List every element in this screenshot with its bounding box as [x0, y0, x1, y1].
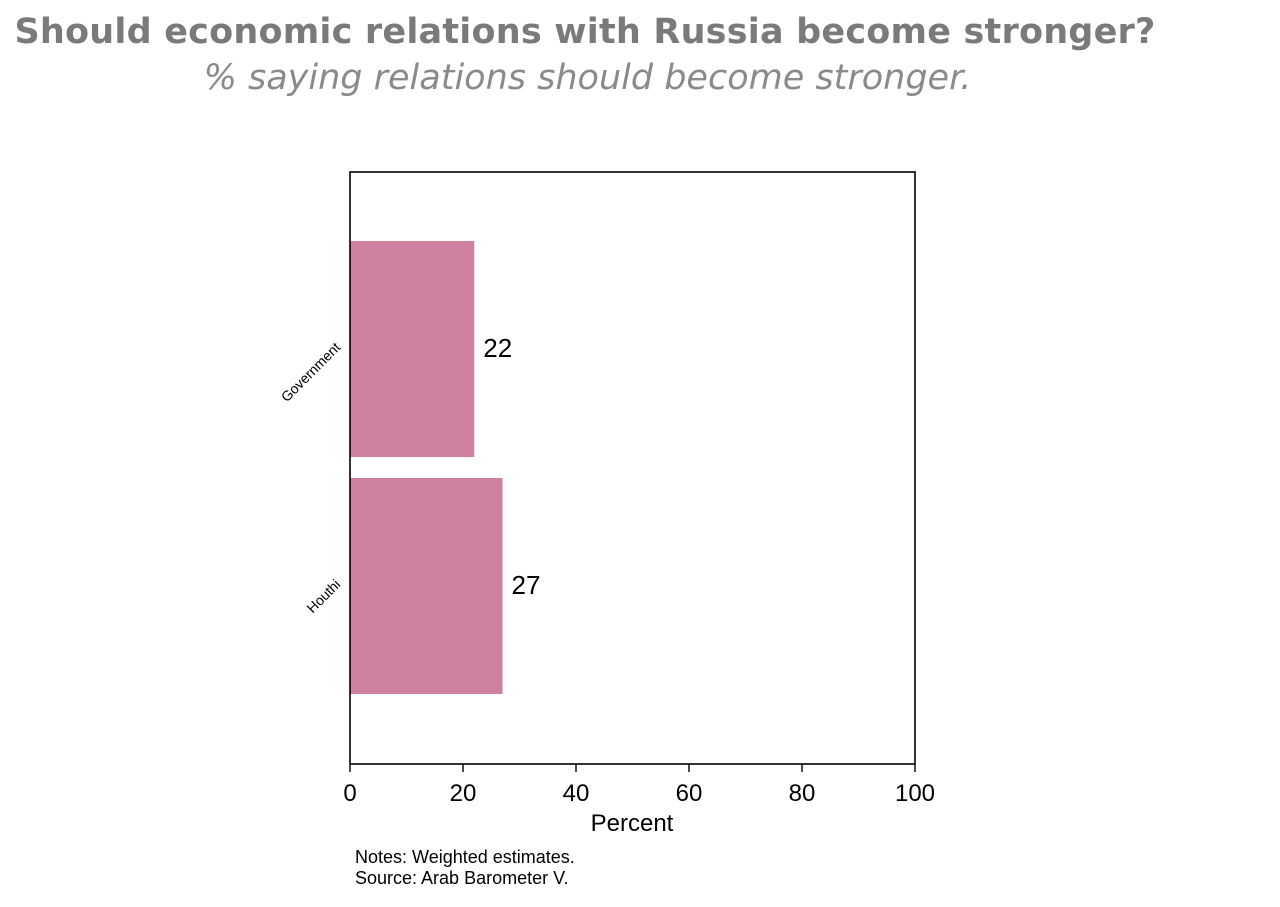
x-axis-label: Percent: [591, 810, 674, 837]
x-tick-label: 40: [563, 780, 590, 807]
bar-government: [350, 241, 475, 457]
x-tick-label: 60: [676, 780, 703, 807]
x-tick-label: 100: [895, 780, 935, 807]
notes-text: Notes: Weighted estimates.: [355, 847, 575, 867]
footnotes: Notes: Weighted estimates. Source: Arab …: [355, 847, 575, 889]
x-tick-label: 80: [789, 780, 816, 807]
y-category-label-government: Government: [278, 339, 344, 405]
bar-value-label-government: 22: [483, 333, 512, 363]
bars-layer: 22 27: [350, 241, 540, 694]
source-text: Source: Arab Barometer V.: [355, 868, 569, 888]
chart-title: Should economic relations with Russia be…: [14, 12, 1156, 52]
x-tick-label: 0: [343, 780, 356, 807]
bar-houthi: [350, 478, 503, 694]
x-tick-label: 20: [450, 780, 477, 807]
plot-frame: [349, 171, 916, 765]
bar-value-label-houthi: 27: [512, 570, 541, 600]
chart-subtitle: % saying relations should become stronge…: [203, 58, 972, 98]
y-category-label-houthi: Houthi: [303, 576, 343, 616]
